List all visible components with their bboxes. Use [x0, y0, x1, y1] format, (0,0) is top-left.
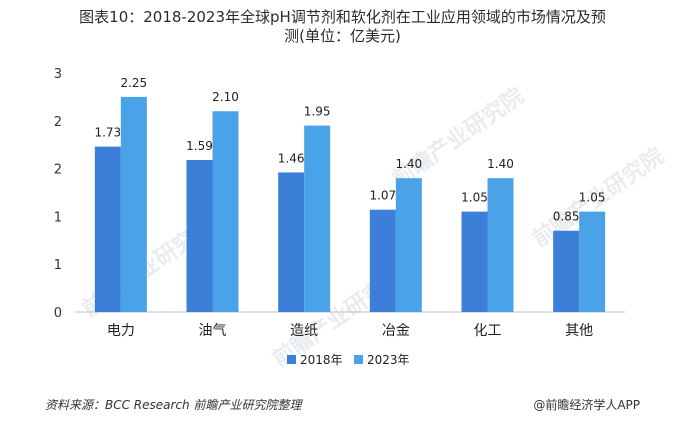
data-label: 0.85 — [553, 210, 580, 224]
data-label: 2.10 — [212, 90, 239, 104]
bar — [461, 211, 488, 312]
data-label: 1.73 — [94, 126, 121, 140]
data-label: 1.40 — [395, 157, 422, 171]
chart-title: 图表10：2018-2023年全球pH调节剂和软化剂在工业应用领域的市场情况及预… — [0, 8, 685, 46]
data-label: 2.25 — [120, 76, 147, 90]
bar — [94, 146, 121, 312]
legend-swatch — [287, 355, 296, 364]
y-tick-label: 3 — [54, 67, 62, 82]
chart-title-line-1: 图表10：2018-2023年全球pH调节剂和软化剂在工业应用领域的市场情况及预 — [79, 8, 606, 26]
chart-title-line-2: 测(单位：亿美元) — [284, 27, 401, 45]
bar — [278, 172, 305, 312]
source-note: 资料来源：BCC Research 前瞻产业研究院整理 — [45, 398, 302, 412]
legend-label: 2023年 — [367, 353, 410, 367]
bar — [553, 230, 580, 312]
data-label: 1.59 — [186, 139, 213, 153]
data-label: 1.46 — [278, 151, 305, 165]
data-label: 1.05 — [579, 191, 606, 205]
x-tick-label: 造纸 — [290, 323, 318, 339]
bar — [186, 159, 213, 312]
bar — [212, 111, 239, 313]
credit-note: @前瞻经济学人APP — [533, 398, 640, 412]
x-tick-label: 油气 — [199, 323, 227, 339]
bar — [120, 96, 147, 313]
bar — [395, 178, 422, 312]
x-tick-label: 电力 — [107, 323, 135, 339]
data-label: 1.07 — [369, 189, 396, 203]
data-label: 1.40 — [487, 157, 514, 171]
legend-swatch — [354, 355, 363, 364]
y-tick-label: 1 — [54, 258, 62, 273]
bar — [304, 125, 331, 312]
y-tick-label: 2 — [54, 115, 62, 130]
y-tick-label: 0 — [54, 306, 62, 321]
data-label: 1.95 — [304, 105, 331, 119]
y-tick-label: 1 — [54, 210, 62, 225]
bar — [487, 178, 514, 312]
legend-label: 2018年 — [300, 353, 343, 367]
data-label: 1.05 — [461, 191, 488, 205]
x-tick-label: 冶金 — [382, 323, 410, 339]
y-tick-label: 2 — [54, 163, 62, 178]
x-tick-label: 其他 — [565, 323, 593, 339]
x-tick-label: 化工 — [474, 323, 502, 339]
bar — [369, 209, 396, 312]
bar — [579, 211, 606, 312]
